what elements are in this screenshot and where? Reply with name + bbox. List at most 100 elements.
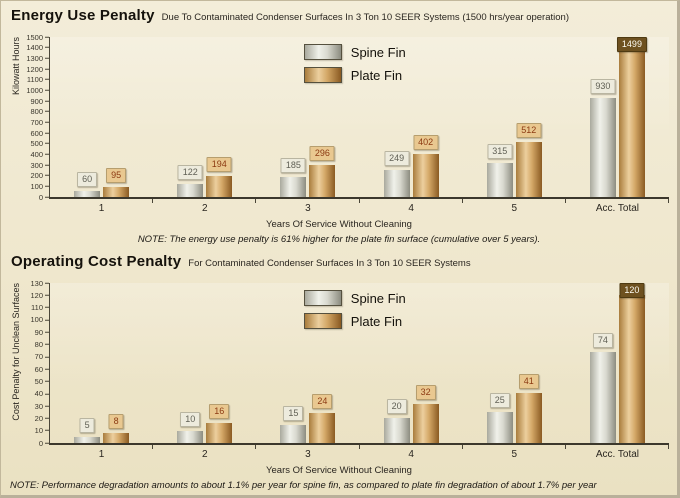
bar-wrap: 194 xyxy=(206,37,233,197)
y-tick-label: 500 xyxy=(30,140,49,148)
bar-group: 74 120 Acc. Total xyxy=(566,283,670,460)
chart-title: Energy Use Penalty xyxy=(11,7,155,24)
y-tick-label: 40 xyxy=(35,390,49,398)
bar-spine-fin xyxy=(74,437,101,443)
value-label: 15 xyxy=(283,406,304,421)
bar-plate-fin xyxy=(618,295,645,443)
bar-spine-fin xyxy=(589,352,616,443)
value-label: 5 xyxy=(79,418,95,433)
y-tick-label: 30 xyxy=(35,402,49,410)
legend: Spine Fin Plate Fin xyxy=(303,290,406,329)
legend-item: Spine Fin xyxy=(303,44,406,60)
category-label: 2 xyxy=(201,203,208,214)
bar-wrap: 512 xyxy=(515,37,542,197)
value-label: 1499 xyxy=(616,37,647,52)
chart-note: NOTE: The energy use penalty is 61% high… xyxy=(137,234,541,245)
bar-group: 25 41 5 xyxy=(463,283,567,460)
category-label: Acc. Total xyxy=(595,449,640,460)
chart-header: Operating Cost Penalty For Contaminated … xyxy=(11,253,669,270)
y-tick-label: 50 xyxy=(35,378,49,386)
legend-swatch-plate-fin xyxy=(303,67,342,83)
category-label: 2 xyxy=(201,449,208,460)
y-tick-label: 200 xyxy=(30,172,49,180)
bar-wrap: 315 xyxy=(486,37,513,197)
bar-wrap: 41 xyxy=(515,283,542,443)
bar-wrap: 32 xyxy=(412,283,439,443)
bar-spine-fin xyxy=(177,184,204,197)
bar-wrap: 16 xyxy=(206,283,233,443)
chart-subtitle: Due To Contaminated Condenser Surfaces I… xyxy=(161,12,569,23)
y-tick-label: 1000 xyxy=(26,87,49,95)
bar-plate-fin xyxy=(412,404,439,443)
y-axis-title-text: Cost Penalty for Unclean Surfaces xyxy=(10,283,21,421)
bar-group: 315 512 5 xyxy=(463,37,567,214)
chart-title: Operating Cost Penalty xyxy=(11,253,182,270)
bar-wrap: 15 xyxy=(280,283,307,443)
y-tick-label: 400 xyxy=(30,151,49,159)
y-tick-label: 1500 xyxy=(26,33,49,41)
value-label: 16 xyxy=(209,404,230,419)
y-axis: 0 10 20 30 40 50 60 70 80 90 100 110 120 130 xyxy=(22,279,49,446)
bar-plate-fin xyxy=(309,413,336,443)
plot-row: Cost Penalty for Unclean Surfaces 0 10 20 3… xyxy=(9,279,670,460)
bar-wrap: 296 xyxy=(309,37,336,197)
energy-use-penalty-chart: Energy Use Penalty Due To Contaminated C… xyxy=(9,7,670,245)
bar-wrap: 60 xyxy=(74,37,101,197)
y-tick-label: 0 xyxy=(39,193,49,201)
value-label: 185 xyxy=(280,158,306,173)
bar-spine-fin xyxy=(486,163,513,197)
y-tick-label: 70 xyxy=(35,353,49,361)
bar-spine-fin xyxy=(74,191,101,197)
plot-area: Spine Fin Plate Fin 5 8 1 10 16 2 15 24 3 20 32 4 25 4… xyxy=(49,283,670,460)
value-label: 296 xyxy=(309,146,335,161)
y-tick-label: 1400 xyxy=(26,44,49,52)
y-tick-label: 10 xyxy=(35,427,49,435)
bar-spine-fin xyxy=(280,425,307,443)
y-tick-label: 1300 xyxy=(26,55,49,63)
plot-area: Spine Fin Plate Fin 60 95 1 122 194 2 185 296 3 24… xyxy=(49,37,670,214)
bar-plate-fin xyxy=(103,433,130,443)
bar-wrap: 120 xyxy=(618,283,645,443)
y-axis-title: Kilowatt Hours xyxy=(9,37,22,95)
bar-group: 20 32 4 xyxy=(360,283,463,460)
category-label: 3 xyxy=(305,203,311,214)
category-label: 3 xyxy=(305,449,311,460)
y-tick-label: 900 xyxy=(30,97,49,105)
chart-note: NOTE: Performance degradation amounts to… xyxy=(10,480,597,491)
bar-plate-fin xyxy=(206,176,233,197)
value-label: 8 xyxy=(108,414,124,429)
bar-plate-fin xyxy=(515,142,542,197)
bar-wrap: 74 xyxy=(589,283,616,443)
value-label: 512 xyxy=(516,123,542,138)
y-tick-label: 90 xyxy=(35,328,49,336)
bar-wrap: 95 xyxy=(103,37,130,197)
value-label: 120 xyxy=(619,283,645,298)
bar-wrap: 122 xyxy=(177,37,204,197)
operating-cost-penalty-chart: Operating Cost Penalty For Contaminated … xyxy=(9,253,670,491)
bar-group: 15 24 3 xyxy=(256,283,360,460)
legend-label: Plate Fin xyxy=(350,313,403,329)
bar-groups: 60 95 1 122 194 2 185 296 3 249 402 4 315 512 5 930 1499… xyxy=(50,37,670,214)
bar-plate-fin xyxy=(103,187,130,197)
chart-header: Energy Use Penalty Due To Contaminated C… xyxy=(11,7,669,24)
y-tick-label: 60 xyxy=(35,365,49,373)
bar-group: 249 402 4 xyxy=(360,37,463,214)
bar-spine-fin xyxy=(177,431,204,443)
value-label: 315 xyxy=(487,144,513,159)
bar-wrap: 8 xyxy=(103,283,130,443)
x-axis-title: Years Of Service Without Cleaning xyxy=(266,465,412,476)
bar-wrap: 930 xyxy=(589,37,616,197)
category-label: Acc. Total xyxy=(595,203,640,214)
y-tick-label: 600 xyxy=(30,129,49,137)
y-tick-label: 120 xyxy=(30,292,49,300)
y-tick-label: 100 xyxy=(30,316,49,324)
value-label: 10 xyxy=(180,412,201,427)
value-label: 25 xyxy=(489,393,510,408)
bar-wrap: 24 xyxy=(309,283,336,443)
chart-subtitle: For Contaminated Condenser Surfaces In 3… xyxy=(188,258,471,269)
bar-plate-fin xyxy=(206,423,233,443)
bar-plate-fin xyxy=(618,37,645,197)
value-label: 402 xyxy=(413,135,439,150)
